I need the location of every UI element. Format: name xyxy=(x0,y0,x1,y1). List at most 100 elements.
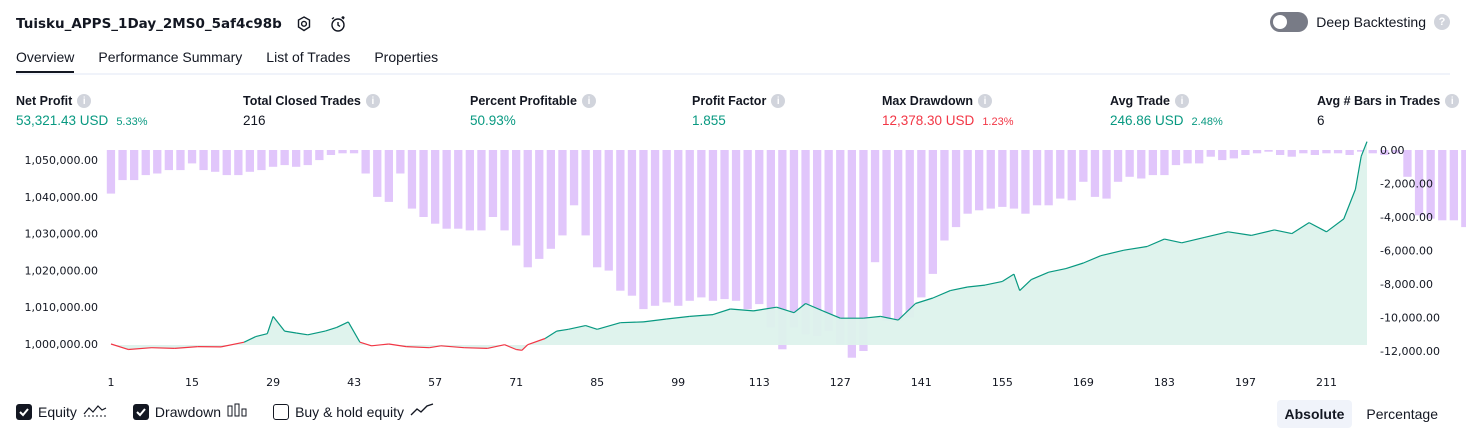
checkbox-checked[interactable] xyxy=(16,403,32,420)
strategy-title: Tuisku_APPS_1Day_2MS0_5af4c98b xyxy=(16,16,282,32)
equity-line-segment xyxy=(516,348,522,351)
equity-line-segment xyxy=(597,322,621,330)
drawdown-bar xyxy=(477,150,486,231)
stat-percent: 5.33% xyxy=(116,116,148,128)
drawdown-bar xyxy=(1009,150,1019,209)
legend-drawdown[interactable]: Drawdown xyxy=(132,403,247,420)
equity-line-segment xyxy=(272,316,286,332)
info-icon[interactable]: i xyxy=(581,94,596,108)
drawdown-bar xyxy=(859,150,868,351)
help-icon[interactable]: ? xyxy=(1434,14,1450,30)
checkbox-checked[interactable] xyxy=(132,403,149,420)
equity-area xyxy=(111,141,1367,351)
stat-label: Percent Profitable xyxy=(470,94,577,108)
equity-line-segment xyxy=(1354,156,1362,190)
drawdown-bar xyxy=(951,150,961,228)
equity-line-segment xyxy=(487,344,505,349)
tab-list-of-trades[interactable]: List of Trades xyxy=(266,49,351,65)
stat-net-profit: Net Profit i 53,321.43 USD 5.33% xyxy=(16,94,148,128)
legend-equity[interactable]: Equity xyxy=(16,403,107,420)
info-icon[interactable]: i xyxy=(1174,94,1189,108)
deep-backtesting-control: Deep Backtesting ? xyxy=(1270,12,1450,32)
drawdown-bar xyxy=(650,150,660,306)
info-icon[interactable]: i xyxy=(77,94,92,108)
info-icon[interactable]: i xyxy=(978,94,992,108)
drawdown-bar xyxy=(1368,150,1377,154)
equity-line-segment xyxy=(863,315,881,319)
drawdown-bar xyxy=(894,150,903,321)
equity-line-segment xyxy=(620,321,644,324)
tab-properties[interactable]: Properties xyxy=(374,49,439,65)
info-icon[interactable]: i xyxy=(1445,94,1460,108)
drawdown-bar xyxy=(106,150,116,194)
right-axis-tick: -8,000.00 xyxy=(1380,278,1433,291)
equity-line-segment xyxy=(1251,229,1275,236)
drawdown-bar xyxy=(187,150,197,164)
drawdown-bar xyxy=(488,150,498,217)
drawdown-bar xyxy=(685,150,694,301)
drawdown-bar xyxy=(512,150,521,246)
alert-clock-icon[interactable] xyxy=(326,12,350,36)
equity-line-segment xyxy=(266,316,274,334)
x-axis-tick: 85 xyxy=(590,376,604,389)
buy-hold-line-icon xyxy=(410,403,434,420)
drawdown-bar xyxy=(639,150,648,310)
drawdown-bar xyxy=(1380,150,1389,155)
absolute-button[interactable]: Absolute xyxy=(1276,400,1353,428)
drawdown-bar xyxy=(1333,150,1343,154)
stat-total-closed-trades: Total Closed Trades i 216 xyxy=(243,94,380,128)
drawdown-bar xyxy=(963,150,972,214)
stat-label: Max Drawdown xyxy=(882,94,973,108)
info-icon[interactable]: i xyxy=(365,94,380,108)
equity-line-segment xyxy=(984,280,1003,286)
tab-overview[interactable]: Overview xyxy=(16,44,75,74)
equity-line-segment xyxy=(897,303,916,321)
drawdown-bar xyxy=(1414,150,1424,216)
drawdown-bar xyxy=(1229,150,1238,159)
header-bar: Tuisku_APPS_1Day_2MS0_5af4c98b xyxy=(16,10,350,38)
equity-drawdown-chart[interactable]: 1,050,000.00 1,040,000.00 1,030,000.00 1,02… xyxy=(0,140,1466,390)
stat-value: 6 xyxy=(1317,113,1325,128)
left-axis-tick: 1,050,000.00 xyxy=(25,154,98,167)
deep-backtesting-toggle[interactable] xyxy=(1270,12,1309,32)
drawdown-bar xyxy=(627,150,637,296)
drawdown-bar xyxy=(998,150,1007,207)
drawdown-bar xyxy=(199,150,208,171)
info-icon[interactable]: i xyxy=(771,94,786,108)
x-axis-tick: 155 xyxy=(992,376,1013,389)
drawdown-bar xyxy=(986,150,995,209)
equity-line-segment xyxy=(712,308,731,316)
percentage-button[interactable]: Percentage xyxy=(1366,406,1438,422)
checkbox-unchecked[interactable] xyxy=(273,403,290,420)
tab-performance-summary[interactable]: Performance Summary xyxy=(98,49,243,65)
x-axis-tick: 1 xyxy=(108,376,115,389)
drawdown-bar xyxy=(1125,150,1134,177)
drawdown-bar xyxy=(280,150,289,166)
equity-line-segment xyxy=(336,321,349,328)
drawdown-bar xyxy=(1032,150,1042,206)
drawdown-bar xyxy=(1461,150,1466,228)
equity-line-segment xyxy=(880,315,899,321)
equity-line-segment xyxy=(1100,249,1125,257)
x-axis-tick: 211 xyxy=(1316,376,1337,389)
equity-line-segment xyxy=(730,308,754,312)
equity-line-segment xyxy=(220,341,245,348)
stat-value: 1.855 xyxy=(692,113,726,128)
stat-value: 216 xyxy=(243,113,266,128)
drawdown-bar xyxy=(778,150,787,350)
equity-line-segment xyxy=(174,346,198,349)
equity-line-segment xyxy=(325,326,337,332)
drawdown-bar xyxy=(268,150,278,167)
drawdown-bar xyxy=(928,150,937,274)
drawdown-bar xyxy=(1299,150,1308,154)
x-axis-tick: 99 xyxy=(671,376,685,389)
legend-buy-hold[interactable]: Buy & hold equity xyxy=(273,403,434,420)
equity-line-segment xyxy=(347,321,361,343)
settings-icon[interactable] xyxy=(292,12,316,36)
equity-line-segment xyxy=(1164,238,1182,244)
drawdown-bar xyxy=(1322,150,1331,154)
equity-line-segment xyxy=(1204,231,1229,238)
drawdown-bar xyxy=(234,150,243,176)
drawdown-bar xyxy=(1391,150,1401,154)
equity-line-segment xyxy=(932,290,951,299)
